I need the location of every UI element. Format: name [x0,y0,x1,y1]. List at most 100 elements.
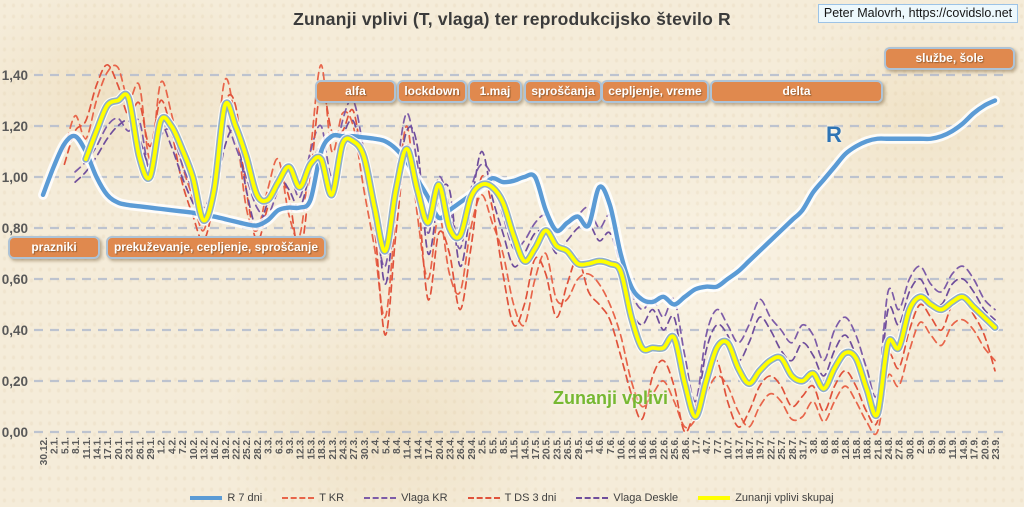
x-tick-label: 13.2. [199,437,210,460]
x-tick-label: 5.4. [381,437,392,454]
series-vlaga-deskle [74,119,996,413]
y-tick-label: 1,00 [2,170,28,185]
x-tick-label: 23.1. [125,437,136,460]
legend-label: Zunanji vplivi skupaj [735,492,834,504]
x-tick-label: 17.5. [531,437,542,460]
x-tick-label: 26.5. [563,437,574,460]
x-tick-label: 29.5. [574,437,585,460]
series-zunanji-vplivi-skupaj [83,92,997,419]
legend-item-t-ds-3-dni: T DS 3 dni [467,492,556,504]
x-tick-label: 17.1. [103,437,114,460]
event-box-lockdown: lockdown [397,80,467,103]
x-tick-label: 26.4. [456,437,467,460]
x-tick-label: 12.3. [296,437,307,460]
x-tick-label: 24.8. [884,437,895,460]
y-tick-label: 0,80 [2,221,28,236]
x-tick-label: 9.3. [285,437,296,454]
x-tick-label: 27.8. [895,437,906,460]
x-tick-label: 1.6. [585,437,596,454]
legend-label: T KR [319,492,345,504]
x-tick-label: 7.7. [713,437,724,454]
x-tick-label: 2.5. [478,437,489,454]
legend-label: Vlaga Deskle [613,492,679,504]
legend-item-vlaga-deskle: Vlaga Deskle [576,492,678,504]
x-tick-label: 20.9. [980,437,991,460]
x-tick-label: 5.1. [60,437,71,454]
x-tick-label: 3.8. [809,437,820,454]
x-tick-label: 14.5. [520,437,531,460]
x-tick-label: 27.3. [349,437,360,460]
x-tick-label: 28.2. [253,437,264,460]
x-tick-label: 30.3. [360,437,371,460]
x-tick-label: 3.3. [264,437,275,454]
x-tick-label: 6.3. [274,437,285,454]
x-tick-label: 13.6. [627,437,638,460]
x-tick-label: 2.1. [50,437,61,454]
x-tick-label: 20.1. [114,437,125,460]
x-tick-label: 22.2. [232,437,243,460]
event-box-delta: delta [710,80,883,103]
x-tick-label: 9.8. [831,437,842,454]
line-label-zunanji-vplivi: Zunanji vplivi [553,388,669,408]
x-tick-label: 14.9. [959,437,970,460]
event-box-alfa: alfa [315,80,396,103]
x-tick-label: 23.9. [991,437,1002,460]
x-tick-label: 22.7. [766,437,777,460]
x-tick-label: 17.9. [970,437,981,460]
legend-item-zunanji-vplivi-skupaj: Zunanji vplivi skupaj [698,492,834,504]
legend-item-r-7-dni: R 7 dni [190,492,262,504]
event-box-sproščanja: sproščanja [524,80,602,103]
x-tick-label: 10.6. [617,437,628,460]
x-tick-label: 21.3. [328,437,339,460]
x-tick-label: 18.3. [317,437,328,460]
x-tick-label: 14.4. [413,437,424,460]
x-tick-label: 19.2. [221,437,232,460]
x-tick-label: 20.5. [542,437,553,460]
x-tick-label: 25.2. [242,437,253,460]
x-tick-label: 13.7. [734,437,745,460]
x-tick-label: 26.1. [135,437,146,460]
legend-label: Vlaga KR [401,492,448,504]
x-tick-label: 10.2. [189,437,200,460]
legend-swatch [364,497,397,499]
legend-item-t-kr: T KR [282,492,344,504]
x-tick-label: 17.4. [424,437,435,460]
x-tick-label: 4.6. [595,437,606,454]
x-tick-label: 21.8. [873,437,884,460]
x-tick-label: 2.4. [371,437,382,454]
series-r-7-dni [40,98,998,307]
x-tick-label: 20.4. [435,437,446,460]
x-tick-label: 30.8. [905,437,916,460]
y-tick-label: 0,00 [2,425,28,440]
x-tick-label: 14.1. [92,437,103,460]
x-tick-label: 16.6. [638,437,649,460]
x-tick-label: 4.7. [702,437,713,454]
x-tick-label: 16.7. [745,437,756,460]
x-tick-label: 23.5. [552,437,563,460]
y-tick-label: 1,20 [2,119,28,134]
event-box-1-maj: 1.maj [468,80,522,103]
legend-swatch [282,497,315,499]
x-tick-label: 4.2. [167,437,178,454]
x-tick-label: 31.7. [798,437,809,460]
x-tick-label: 11.9. [948,437,959,459]
legend-swatch [576,497,609,499]
event-box-cepljenje-vreme: cepljenje, vreme [601,80,709,103]
x-tick-label: 8.4. [392,437,403,454]
x-tick-label: 25.7. [777,437,788,460]
x-tick-label: 10.7. [724,437,735,460]
x-tick-label: 22.6. [659,437,670,460]
event-box-prazniki: prazniki [8,236,100,259]
x-tick-label: 29.1. [146,437,157,460]
x-tick-label: 2.9. [916,437,927,454]
x-tick-label: 11.5. [510,437,521,459]
x-tick-label: 25.6. [670,437,681,460]
x-tick-label: 24.3. [339,437,350,460]
x-tick-label: 18.8. [863,437,874,460]
x-tick-label: 5.5. [488,437,499,454]
x-tick-label: 8.5. [499,437,510,454]
x-tick-label: 30.12. [39,437,50,465]
x-tick-label: 15.8. [852,437,863,460]
